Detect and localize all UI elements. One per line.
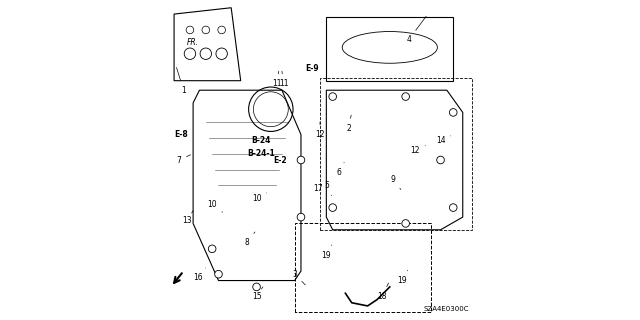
- Circle shape: [297, 156, 305, 164]
- Text: 15: 15: [252, 287, 263, 301]
- Text: 1: 1: [177, 68, 186, 95]
- Text: E-8: E-8: [174, 130, 188, 139]
- Circle shape: [329, 204, 337, 212]
- Text: 16: 16: [193, 268, 206, 282]
- Text: 10: 10: [207, 200, 223, 212]
- Text: 8: 8: [244, 232, 255, 247]
- Text: SZA4E0300C: SZA4E0300C: [424, 306, 469, 312]
- Text: 10: 10: [252, 193, 267, 203]
- Circle shape: [436, 156, 444, 164]
- Text: B-24-1: B-24-1: [248, 149, 275, 158]
- Text: 4: 4: [406, 16, 426, 44]
- Text: 19: 19: [321, 245, 332, 260]
- Text: 11: 11: [279, 71, 288, 88]
- Text: 6: 6: [337, 163, 344, 177]
- Text: 7: 7: [177, 155, 191, 164]
- Text: 17: 17: [314, 184, 326, 193]
- Circle shape: [297, 213, 305, 221]
- Text: 2: 2: [346, 115, 351, 133]
- Text: B-24: B-24: [252, 136, 271, 146]
- Text: 12: 12: [316, 122, 324, 139]
- Text: 18: 18: [377, 283, 388, 301]
- Circle shape: [253, 283, 260, 291]
- Text: 13: 13: [182, 211, 193, 225]
- Text: 14: 14: [436, 136, 451, 146]
- Text: 19: 19: [397, 270, 408, 285]
- Text: E-2: E-2: [273, 156, 287, 164]
- Circle shape: [402, 220, 410, 227]
- Text: 3: 3: [292, 270, 305, 285]
- Circle shape: [449, 108, 457, 116]
- Text: E-9: E-9: [305, 63, 319, 73]
- Text: 9: 9: [390, 174, 401, 189]
- Circle shape: [449, 204, 457, 212]
- Circle shape: [402, 93, 410, 100]
- Circle shape: [214, 270, 222, 278]
- Text: 12: 12: [410, 145, 426, 155]
- Text: FR.: FR.: [187, 38, 199, 47]
- Circle shape: [209, 245, 216, 252]
- Text: 5: 5: [324, 181, 332, 196]
- Circle shape: [329, 93, 337, 100]
- Text: 11: 11: [273, 71, 282, 88]
